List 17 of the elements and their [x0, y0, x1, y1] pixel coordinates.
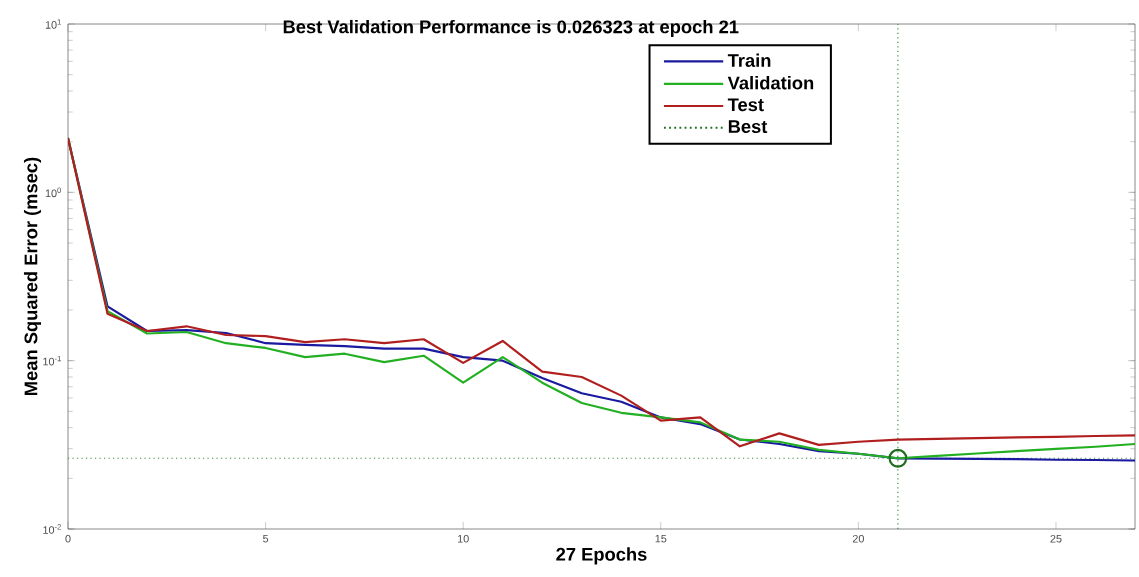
- legend-label: Validation: [727, 75, 814, 90]
- y-axis-title: Mean Squared Error (msec): [23, 157, 42, 395]
- y-tick-label: 10$^{1}$: [45, 19, 61, 29]
- x-tick-label: 0: [65, 534, 71, 543]
- y-tick-label: 10$^{-1}$: [43, 355, 61, 366]
- x-tick-label: 10: [458, 534, 469, 543]
- y-tick-label: 10$^{-2}$: [43, 524, 61, 534]
- x-axis-title: 27 Epochs: [556, 547, 647, 565]
- x-tick-label: 15: [655, 534, 667, 543]
- y-tick-label: 10$^{0}$: [45, 187, 61, 198]
- x-tick-label: 25: [1050, 534, 1062, 543]
- x-tick-label: 20: [852, 534, 864, 543]
- legend-label: Best: [728, 120, 768, 134]
- legend-label: Test: [727, 98, 764, 112]
- chart-title: Best Validation Performance is 0.026323 at epoch 21: [283, 19, 739, 37]
- x-tick-label: 5: [263, 534, 269, 543]
- legend-label: Train: [727, 53, 771, 67]
